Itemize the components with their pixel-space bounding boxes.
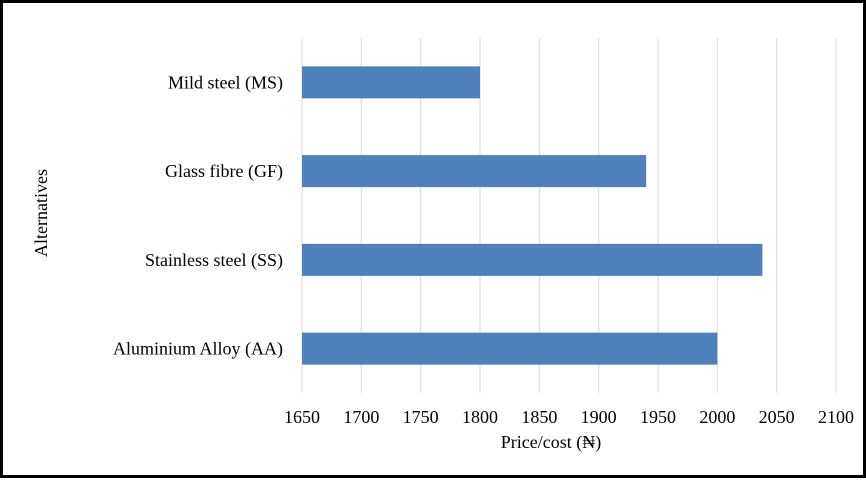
x-tick-label: 1650: [284, 407, 320, 427]
category-label: Glass fibre (GF): [165, 161, 283, 182]
bars: [302, 66, 763, 365]
x-tick-label: 1950: [640, 407, 676, 427]
bar: [302, 155, 647, 188]
x-tick-label: 2100: [818, 407, 854, 427]
bar-chart: Mild steel (MS) Glass fibre (GF) Stainless…: [31, 38, 854, 453]
x-tick-labels: 1650 1700 1750 1800 1850 1900 1950 2000 2050 2100: [284, 407, 854, 427]
x-tick-label: 1750: [403, 407, 439, 427]
bar: [302, 243, 763, 276]
x-tick-label: 1850: [521, 407, 557, 427]
x-tick-label: 2000: [699, 407, 735, 427]
category-label: Stainless steel (SS): [145, 250, 283, 271]
x-axis-title: Price/cost (₦): [501, 432, 601, 453]
x-tick-label: 2050: [759, 407, 795, 427]
bar: [302, 332, 718, 365]
bar: [302, 66, 480, 99]
category-label: Mild steel (MS): [168, 72, 283, 93]
y-axis-title: Alternatives: [31, 169, 51, 257]
category-labels: Mild steel (MS) Glass fibre (GF) Stainless…: [113, 72, 283, 359]
x-tick-label: 1800: [462, 407, 498, 427]
x-tick-label: 1900: [581, 407, 617, 427]
category-label: Aluminium Alloy (AA): [113, 339, 283, 360]
x-tick-label: 1700: [343, 407, 379, 427]
